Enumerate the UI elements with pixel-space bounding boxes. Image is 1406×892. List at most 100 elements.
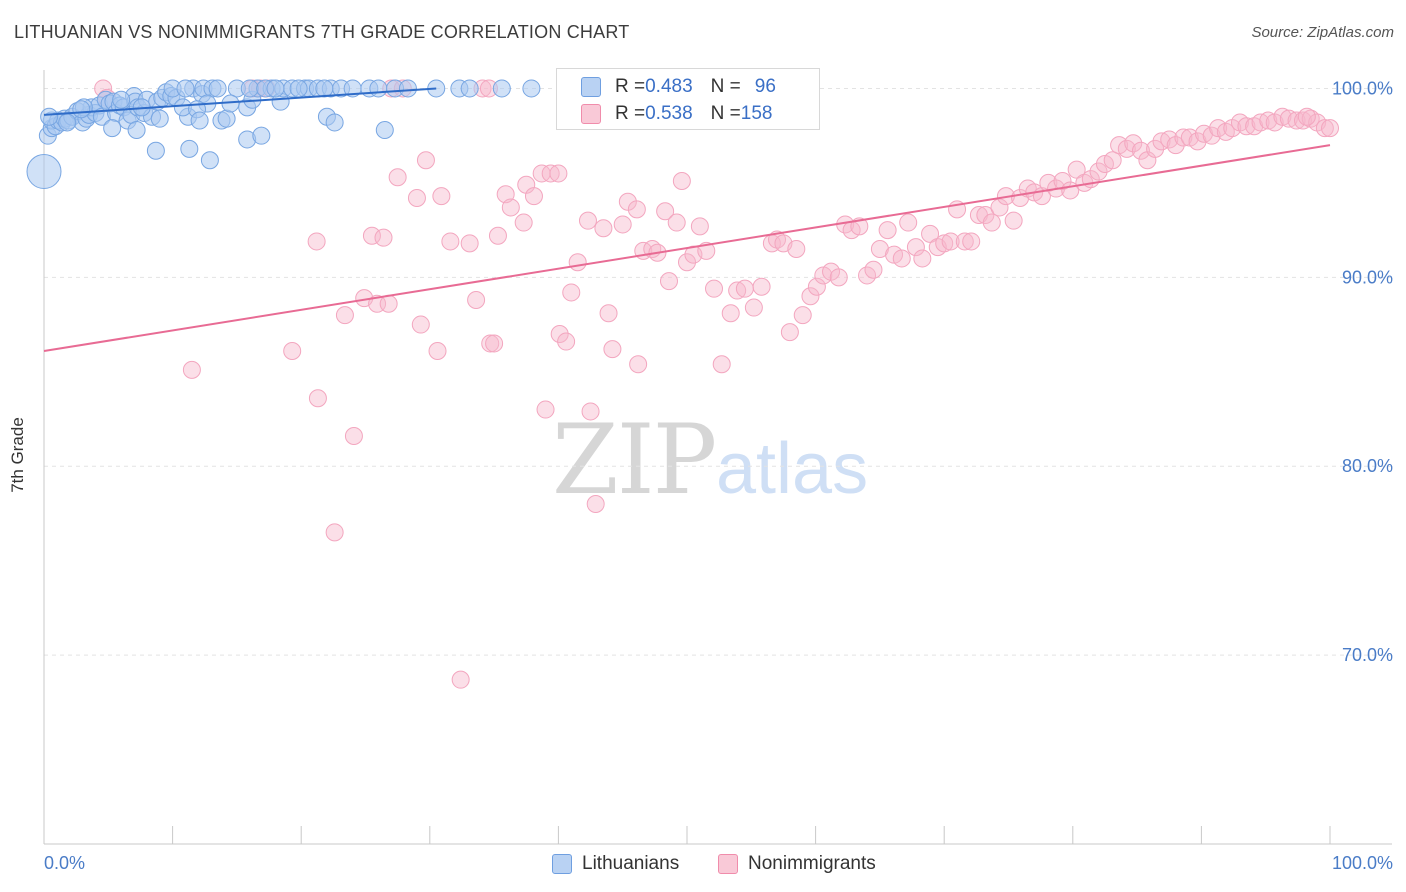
nonimmigrants-point <box>955 232 974 251</box>
nonimmigrants-point <box>672 172 691 190</box>
lithuanians-trendline <box>43 87 437 116</box>
nonimmigrants-point <box>1053 172 1072 190</box>
nonimmigrants-point <box>1315 119 1334 138</box>
nonimmigrants-point <box>451 670 470 689</box>
nonimmigrants-point <box>913 249 932 268</box>
y-tick-label: 70.0% <box>1342 645 1393 665</box>
nonimmigrants-point <box>656 202 675 221</box>
nonimmigrants-point <box>705 279 724 298</box>
nonimmigrants-point <box>379 294 398 313</box>
nonimmigrants-point <box>1152 132 1171 151</box>
nonimmigrants-point <box>562 283 581 302</box>
lithuanians-point <box>40 107 59 126</box>
lithuanians-swatch <box>581 77 601 97</box>
nonimmigrants-point <box>793 306 812 325</box>
lithuanians-swatch <box>552 854 572 874</box>
y-tick-label: 80.0% <box>1342 456 1393 476</box>
nonimmigrants-point <box>362 226 381 245</box>
nonimmigrants-point <box>501 198 520 217</box>
nonimmigrants-point <box>906 238 925 257</box>
lithuanians-point <box>208 79 227 98</box>
watermark-zip: ZIP <box>552 404 717 516</box>
lithuanians-point <box>58 113 77 132</box>
nonimmigrants-point <box>1131 141 1150 160</box>
nonimmigrants-point <box>335 306 354 325</box>
lithuanians-point <box>180 139 199 158</box>
lithuanians-point <box>289 79 308 98</box>
nonimmigrants-point <box>1067 160 1086 179</box>
nonimmigrants-point <box>921 224 940 243</box>
lithuanians-point <box>240 79 259 98</box>
nonimmigrants-point <box>878 221 897 240</box>
nonimmigrants-point <box>407 189 426 207</box>
nonimmigrants-point <box>514 213 533 232</box>
nonimmigrants-point <box>416 151 435 170</box>
nonimmigrants-point <box>481 334 500 353</box>
nonimmigrants-point <box>325 523 344 542</box>
legend-label: Nonimmigrants <box>748 853 876 874</box>
nonimmigrants-point <box>712 355 731 374</box>
lithuanians-point <box>146 141 165 160</box>
lithuanians-point <box>112 90 131 109</box>
nonimmigrants-point <box>536 400 555 419</box>
nonimmigrants-point <box>581 402 600 421</box>
nonimmigrants-point <box>374 228 393 247</box>
n-value: 158 <box>740 103 773 124</box>
nonimmigrants-point <box>982 213 1001 232</box>
lithuanians-point <box>522 79 541 98</box>
nonimmigrants-point <box>1146 139 1165 158</box>
nonimmigrants-point <box>557 332 576 351</box>
nonimmigrants-point <box>1237 117 1256 136</box>
lithuanians-point <box>127 121 146 139</box>
nonimmigrants-point <box>1188 132 1207 151</box>
nonimmigrants-point <box>941 232 960 251</box>
nonimmigrants-point <box>603 340 622 359</box>
y-tick-label: 100.0% <box>1332 78 1393 98</box>
nonimmigrants-swatch <box>718 854 738 874</box>
nonimmigrants-point <box>659 272 678 291</box>
nonimmigrants-point <box>599 304 618 323</box>
nonimmigrants-point <box>690 217 709 236</box>
nonimmigrants-trendline <box>43 144 1331 352</box>
y-axis-label: 7th Grade <box>8 417 27 493</box>
x-tick-label: 0.0% <box>44 853 85 873</box>
nonimmigrants-point <box>1124 134 1143 153</box>
r-value: 0.483 <box>645 76 693 97</box>
n-label: N = <box>710 76 741 97</box>
nonimmigrants-point <box>1251 113 1270 132</box>
nonimmigrants-point <box>787 240 806 258</box>
nonimmigrants-point <box>935 234 954 253</box>
bottom-legend-nonimmigrants[interactable]: Nonimmigrants <box>718 852 876 876</box>
lithuanians-point <box>103 119 122 138</box>
lithuanians-point <box>315 79 334 98</box>
legend-row-lithuanians: R = 0.483 N = 96 <box>581 75 776 99</box>
lithuanians-point <box>398 79 417 98</box>
nonimmigrants-point <box>721 304 740 323</box>
nonimmigrants-point <box>488 226 507 245</box>
nonimmigrants-point <box>1004 211 1023 230</box>
nonimmigrants-point <box>594 219 613 238</box>
nonimmigrants-point <box>182 360 201 379</box>
bottom-legend-lithuanians[interactable]: Lithuanians <box>552 852 679 876</box>
nonimmigrants-point <box>411 315 430 334</box>
nonimmigrants-point <box>735 279 754 298</box>
nonimmigrants-point <box>962 232 981 251</box>
nonimmigrants-point <box>441 232 460 251</box>
nonimmigrants-point <box>1166 136 1185 155</box>
r-label: R = <box>615 76 646 97</box>
legend-label: Lithuanians <box>582 853 680 874</box>
watermark-atlas: atlas <box>716 429 869 509</box>
nonimmigrants-point <box>899 213 918 232</box>
nonimmigrants-point <box>629 355 648 374</box>
nonimmigrants-point <box>541 164 560 183</box>
nonimmigrants-point <box>613 215 632 234</box>
nonimmigrants-point <box>307 232 326 251</box>
nonimmigrants-point <box>744 298 763 317</box>
nonimmigrants-point <box>870 240 889 258</box>
x-tick-label: 100.0% <box>1332 853 1393 873</box>
nonimmigrants-point <box>1174 128 1193 147</box>
nonimmigrants-point <box>524 187 543 206</box>
nonimmigrants-point <box>1103 151 1122 170</box>
lithuanians-point <box>325 113 344 132</box>
